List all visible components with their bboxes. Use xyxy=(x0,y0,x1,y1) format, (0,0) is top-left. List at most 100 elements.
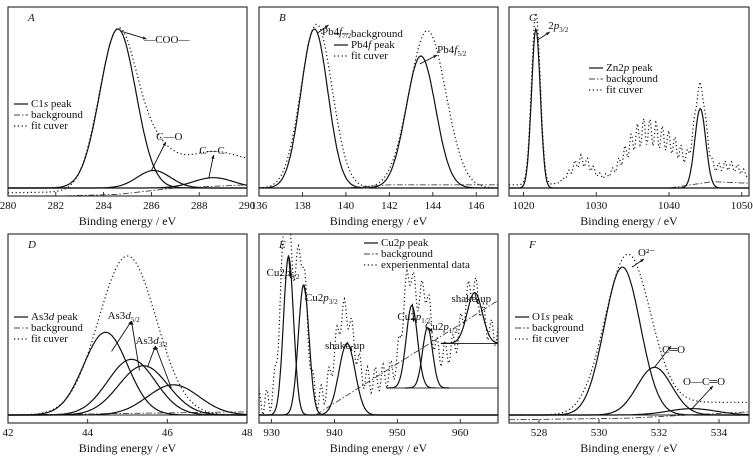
legend-entry: background xyxy=(351,28,403,40)
peak-annotation-a2: Pb4 xyxy=(437,44,455,56)
annotation-arrow xyxy=(131,320,140,371)
plot-frame xyxy=(258,6,499,197)
legend-entry-l1: Cu2 xyxy=(381,237,399,249)
legend-entry-l2b: peak xyxy=(371,39,395,51)
peak-annotation-a1i: f xyxy=(339,26,344,38)
plot-frame xyxy=(508,233,750,424)
peak-annotation: 2p3/2 xyxy=(548,20,568,34)
peak-annotation: Pb4f5/2 xyxy=(437,44,467,58)
component-peak xyxy=(386,304,437,389)
component-peak xyxy=(8,384,247,416)
legend-entry-l3: experienmental data xyxy=(381,259,470,271)
legend-entry-l1b: peak xyxy=(48,98,72,110)
x-tick-label: 280 xyxy=(0,200,17,212)
annotation-arrow xyxy=(120,30,147,40)
component-peak xyxy=(8,177,247,189)
legend-entry-l1b: peak xyxy=(54,311,78,323)
legend-entry-l1: As3 xyxy=(31,311,49,323)
legend-entry-l1b: peak xyxy=(629,62,653,74)
arrow-head xyxy=(324,25,329,29)
plot-frame xyxy=(7,6,248,197)
x-tick-label: 282 xyxy=(48,200,65,212)
panel-a: 280 282 284 286 288 290 Binding energy / eV A C1… xyxy=(0,6,256,228)
plot-area-a xyxy=(8,27,247,196)
x-axis-label: Binding energy / eV xyxy=(79,441,177,455)
component-peak xyxy=(8,169,247,189)
x-tick-label: 532 xyxy=(651,427,668,439)
arrow-head xyxy=(411,318,416,322)
legend-entry-l2: background xyxy=(532,322,584,334)
legend-entry-l1i: d xyxy=(49,311,55,323)
arrow-head xyxy=(211,155,215,159)
legend-entry: Pb4f peak xyxy=(351,39,395,51)
component-peak xyxy=(509,408,749,416)
legend-entry: background xyxy=(606,73,658,85)
legend-entry-l2: background xyxy=(606,73,658,85)
x-tick-label: 1050 xyxy=(731,200,753,212)
x-tick-label: 1020 xyxy=(513,200,536,212)
legend-entry: background xyxy=(31,322,83,334)
legend-entry: experienmental data xyxy=(381,259,470,271)
legend-entry-l1b: peak xyxy=(405,237,429,249)
arrow-head xyxy=(640,259,644,263)
peak-annotation-a1i: d xyxy=(125,310,131,322)
peak-annotation-a2: C═O xyxy=(662,344,685,356)
panel-label: D xyxy=(27,239,36,251)
arrow-head xyxy=(142,36,147,40)
plot-area-c xyxy=(509,10,749,189)
peak-annotation-a1: O²⁻ xyxy=(638,247,655,259)
x-axis-label: Binding energy / eV xyxy=(330,441,428,455)
x-tick-label: 530 xyxy=(591,427,608,439)
peak-annotation-a1s: 7/2 xyxy=(342,32,351,40)
panel-label: E xyxy=(278,239,286,251)
legend-entry: C1s peak xyxy=(31,98,72,110)
peak-annotation-a2s: 3/2 xyxy=(159,341,168,349)
peak-annotation-a1: Pb4 xyxy=(322,26,340,38)
component-peak xyxy=(8,365,247,416)
component-peak xyxy=(441,291,498,344)
x-tick-label: 1040 xyxy=(658,200,681,212)
x-tick-label: 960 xyxy=(452,427,469,439)
annotation-arrow xyxy=(208,154,214,179)
x-tick-label: 138 xyxy=(294,200,311,212)
annotations: 2p3/2 xyxy=(537,20,569,41)
arrow-head xyxy=(709,386,713,390)
x-tick-label: 288 xyxy=(191,200,208,212)
x-tick-label: 950 xyxy=(389,427,406,439)
x-tick-label: 42 xyxy=(3,427,14,439)
peak-annotation-a2i: d xyxy=(153,335,159,347)
legend-entry-l2: Pb4 xyxy=(351,39,369,51)
peak-annotation-a2i: f xyxy=(454,44,459,56)
legend-entry-l3: fit cuver xyxy=(532,333,569,345)
plot-area-d xyxy=(8,255,247,416)
legend-entry-l1b: peak xyxy=(550,311,574,323)
legend-entry: Zn2p peak xyxy=(606,62,653,74)
arrow-head xyxy=(128,321,132,325)
fit-curve-line xyxy=(509,10,749,186)
legend-entry: fit cuver xyxy=(31,120,68,132)
arrow-head xyxy=(433,55,438,59)
arrow-head xyxy=(545,32,550,36)
legend-entry-l1: background xyxy=(351,28,403,40)
x-tick-label: 48 xyxy=(242,427,254,439)
peak-annotation-a5i: p xyxy=(442,321,449,333)
peak-annotation-a1i: p xyxy=(553,20,560,32)
peak-annotation-a1: 2 xyxy=(548,20,554,32)
peak-annotation-a3: shake-up xyxy=(325,340,365,352)
x-tick-label: 1030 xyxy=(585,200,608,212)
legend-entry-l1: C1 xyxy=(31,98,44,110)
legend-entry-l2: background xyxy=(31,322,83,334)
arrow-head xyxy=(428,328,433,332)
legend-entry: fit cuver xyxy=(532,333,569,345)
legend-entry: background xyxy=(31,109,83,121)
peak-annotation-a2: Cu2 xyxy=(305,292,323,304)
x-tick-label: 146 xyxy=(468,200,485,212)
